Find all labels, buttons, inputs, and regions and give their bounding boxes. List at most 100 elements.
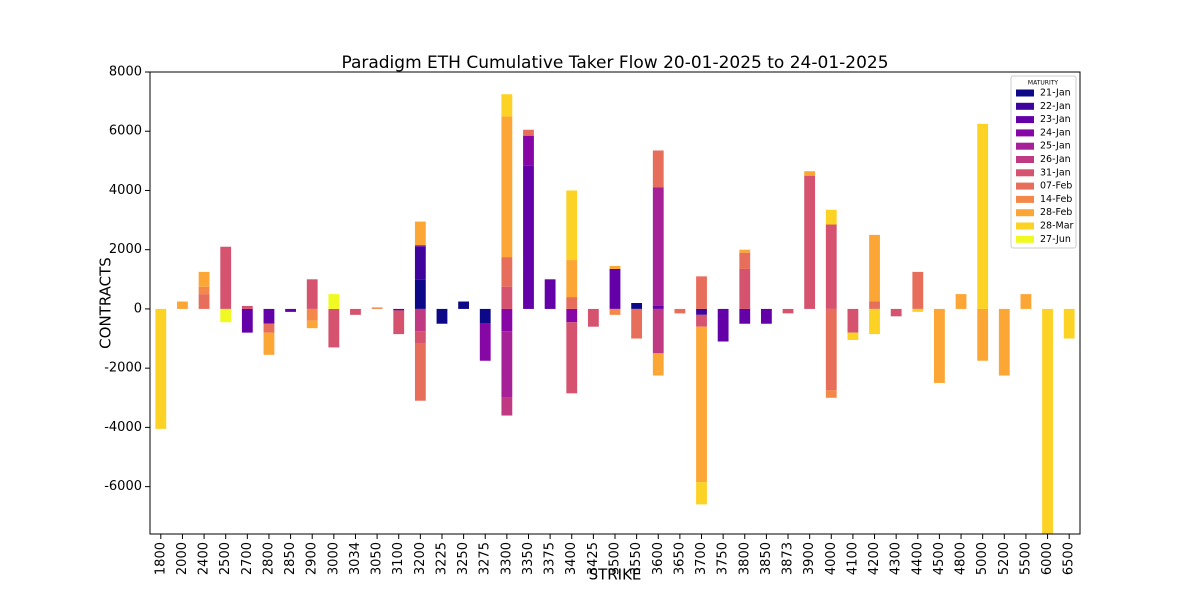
bar-segment xyxy=(436,308,448,324)
bar-segment xyxy=(414,246,426,280)
bar-segment xyxy=(760,308,772,324)
bar-segment xyxy=(566,190,578,261)
x-tick-label: 3050 xyxy=(370,542,385,575)
legend-label: 28-Feb xyxy=(1040,207,1072,218)
x-tick-label: 3850 xyxy=(759,542,774,575)
bar-segment xyxy=(155,308,167,429)
bar-segment xyxy=(198,271,210,287)
bar-segment xyxy=(804,171,816,176)
legend-title: MATURITY xyxy=(1028,80,1058,87)
legend-swatch xyxy=(1016,169,1034,177)
bar-segment xyxy=(501,286,513,309)
bar-segment xyxy=(177,301,188,309)
bar-segment xyxy=(414,308,426,332)
bar-segment xyxy=(393,308,405,311)
x-tick-label: 1800 xyxy=(153,542,168,575)
legend: MATURITY 21-Jan 22-Jan 23-Jan 24-Jan 25-Jan 2… xyxy=(1010,75,1077,249)
x-tick-label: 3034 xyxy=(348,542,363,575)
bar-segment xyxy=(631,303,643,309)
bar-segment xyxy=(587,308,599,327)
x-tick-label: 3750 xyxy=(716,542,731,575)
bar-segment xyxy=(220,246,232,309)
bar-segment xyxy=(198,286,210,295)
y-tick-label: 0 xyxy=(134,301,142,316)
bar-segment xyxy=(328,308,340,348)
legend-swatch xyxy=(1016,89,1034,97)
legend-label: 26-Jan xyxy=(1040,154,1071,165)
y-tick-label: 2000 xyxy=(109,242,142,257)
bar-segment xyxy=(804,175,816,309)
bar-segment xyxy=(523,129,534,136)
bar-segment xyxy=(652,308,664,354)
bar-segment xyxy=(220,308,232,323)
bar-segment xyxy=(674,308,686,314)
legend-swatch xyxy=(1016,102,1034,110)
bar-segment xyxy=(501,308,513,332)
bar-segment xyxy=(609,268,621,309)
legend-swatch xyxy=(1016,116,1034,124)
x-tick-label: 2900 xyxy=(305,542,320,575)
bar-segment xyxy=(501,116,513,258)
legend-label: 23-Jan xyxy=(1040,114,1071,125)
x-tick-label: 3300 xyxy=(499,542,514,575)
bar-segment xyxy=(977,308,989,361)
x-tick-label: 6500 xyxy=(1062,542,1077,575)
bar-segment xyxy=(652,305,664,309)
bar-segment xyxy=(544,279,556,309)
bar-segment xyxy=(739,308,751,324)
x-tick-label: 3550 xyxy=(629,542,644,575)
legend-swatch xyxy=(1016,156,1034,163)
legend-label: 28-Mar xyxy=(1040,221,1074,232)
bar-segment xyxy=(306,308,318,321)
y-tick-label: 4000 xyxy=(109,183,142,198)
bar-segment xyxy=(306,279,318,309)
legend-label: 25-Jan xyxy=(1040,141,1071,152)
bar-segment xyxy=(566,308,578,323)
bar-segment xyxy=(847,332,859,341)
x-tick-label: 3350 xyxy=(521,542,536,575)
x-tick-label: 3000 xyxy=(326,542,341,575)
legend-label: 14-Feb xyxy=(1040,194,1072,205)
bar-segment xyxy=(609,265,621,269)
y-tick-label: -4000 xyxy=(104,420,142,435)
legend-label: 22-Jan xyxy=(1040,101,1071,112)
bar-segment xyxy=(717,308,729,342)
bar-segment xyxy=(696,482,707,505)
legend-label: 07-Feb xyxy=(1040,181,1072,192)
legend-label: 24-Jan xyxy=(1040,127,1071,138)
bar-segment xyxy=(501,257,513,287)
bar-segment xyxy=(912,271,924,309)
bar-segment xyxy=(1042,308,1053,534)
bar-segment xyxy=(263,308,275,324)
bar-segment xyxy=(652,187,664,306)
legend-swatch xyxy=(1016,222,1034,230)
legend-swatch xyxy=(1016,142,1034,150)
x-tick-label: 3700 xyxy=(694,542,709,575)
x-tick-label: 4200 xyxy=(867,542,882,575)
x-tick-label: 2400 xyxy=(197,542,212,575)
legend-label: 27-Jun xyxy=(1040,234,1071,245)
legend-label: 21-Jan xyxy=(1040,88,1071,99)
bar-segment xyxy=(523,165,534,309)
bar-segment xyxy=(414,279,426,309)
legend-swatch xyxy=(1016,195,1034,203)
bar-segment xyxy=(328,294,340,309)
x-tick-label: 4100 xyxy=(845,542,860,575)
x-tick-label: 4800 xyxy=(954,542,969,575)
x-tick-label: 3225 xyxy=(434,542,449,575)
bar-segment xyxy=(696,308,707,315)
y-tick-label: 8000 xyxy=(109,65,142,80)
bar-segment xyxy=(652,150,664,188)
bar-segment xyxy=(782,308,794,314)
bar-segment xyxy=(198,294,210,309)
bar-segment xyxy=(523,135,534,166)
bar-segment xyxy=(1020,294,1032,309)
bar-segment xyxy=(825,308,837,391)
legend-swatch xyxy=(1016,235,1034,243)
x-tick-label: 5500 xyxy=(1018,542,1033,575)
x-tick-label: 4300 xyxy=(889,542,904,575)
bar-segment xyxy=(696,326,707,483)
bar-segment xyxy=(869,301,880,309)
bar-segment xyxy=(825,209,837,225)
